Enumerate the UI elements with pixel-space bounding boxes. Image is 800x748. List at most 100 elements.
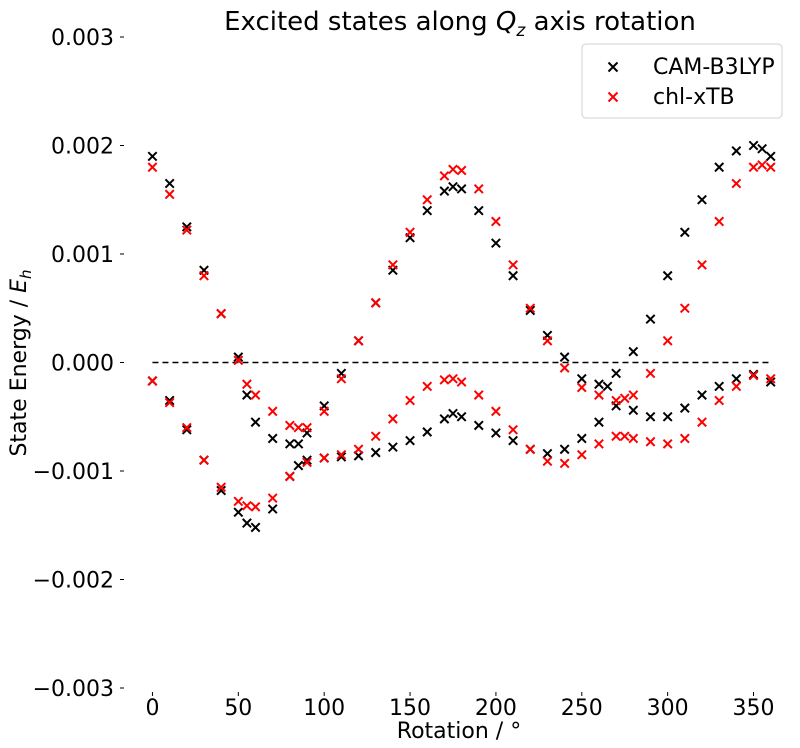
data-point-chl-xtb	[448, 164, 458, 175]
x-tick-label: 250	[561, 696, 603, 721]
data-point-chl-xtb	[181, 225, 192, 236]
data-point-chl-xtb	[216, 482, 227, 493]
data-point-chl-xtb	[765, 162, 776, 173]
data-point-cam-b3lyp	[284, 438, 295, 449]
data-point-chl-xtb	[387, 414, 398, 424]
data-point-cam-b3lyp	[387, 442, 398, 453]
data-point-chl-xtb	[748, 162, 759, 173]
data-point-chl-xtb	[714, 395, 725, 406]
data-point-chl-xtb	[216, 308, 227, 319]
data-point-cam-b3lyp	[456, 183, 467, 194]
data-point-cam-b3lyp	[602, 381, 613, 392]
data-point-chl-xtb	[233, 496, 244, 507]
y-tick-label: 0.003	[51, 26, 114, 51]
data-point-chl-xtb	[748, 370, 759, 381]
data-point-chl-xtb	[439, 170, 450, 181]
data-point-chl-xtb	[542, 456, 553, 467]
data-point-cam-b3lyp	[164, 178, 175, 189]
data-point-chl-xtb	[387, 259, 398, 270]
data-point-chl-xtb	[181, 422, 192, 433]
data-point-chl-xtb	[491, 406, 501, 417]
y-tick-label: −0.003	[33, 677, 114, 702]
data-point-cam-b3lyp	[422, 427, 433, 437]
data-point-chl-xtb	[525, 303, 536, 314]
data-point-chl-xtb	[147, 376, 158, 386]
data-point-cam-b3lyp	[765, 151, 776, 162]
y-tick-label: 0.002	[51, 135, 114, 160]
data-point-cam-b3lyp	[233, 352, 244, 362]
data-point-cam-b3lyp	[559, 352, 570, 362]
data-point-cam-b3lyp	[242, 518, 252, 528]
data-point-chl-xtb	[233, 355, 244, 366]
data-point-chl-xtb	[559, 363, 570, 373]
y-tick-label: −0.002	[33, 569, 114, 594]
data-point-cam-b3lyp	[405, 435, 415, 446]
data-point-cam-b3lyp	[448, 181, 458, 192]
data-point-cam-b3lyp	[645, 314, 656, 325]
data-point-chl-xtb	[679, 433, 690, 444]
data-point-chl-xtb	[508, 424, 519, 435]
data-point-cam-b3lyp	[422, 205, 433, 216]
data-point-chl-xtb	[250, 501, 261, 512]
data-point-chl-xtb	[439, 374, 450, 385]
data-point-cam-b3lyp	[181, 424, 192, 435]
x-axis-label: Rotation / °	[397, 719, 521, 744]
data-point-cam-b3lyp	[216, 485, 227, 496]
data-point-chl-xtb	[199, 270, 209, 281]
data-point-chl-xtb	[559, 458, 570, 469]
data-point-cam-b3lyp	[473, 205, 484, 216]
data-point-cam-b3lyp	[491, 428, 501, 438]
data-point-cam-b3lyp	[181, 221, 192, 232]
data-point-cam-b3lyp	[628, 405, 639, 416]
data-point-cam-b3lyp	[748, 140, 759, 151]
data-point-cam-b3lyp	[448, 408, 458, 419]
data-point-chl-xtb	[619, 431, 630, 442]
data-point-chl-xtb	[611, 431, 622, 442]
data-point-chl-xtb	[448, 373, 458, 384]
data-point-cam-b3lyp	[714, 162, 725, 173]
data-point-chl-xtb	[645, 436, 656, 447]
y-tick-label: −0.001	[33, 460, 114, 485]
data-point-chl-xtb	[302, 457, 312, 468]
data-point-chl-xtb	[353, 444, 364, 455]
data-point-chl-xtb	[576, 382, 587, 393]
data-point-cam-b3lyp	[576, 373, 587, 384]
data-point-cam-b3lyp	[439, 186, 450, 196]
data-point-cam-b3lyp	[267, 433, 278, 444]
data-point-chl-xtb	[353, 335, 364, 346]
data-point-chl-xtb	[456, 165, 467, 176]
data-point-chl-xtb	[542, 335, 553, 346]
legend-marker-chl-xtb	[607, 91, 619, 103]
data-point-cam-b3lyp	[594, 417, 604, 428]
data-point-cam-b3lyp	[765, 377, 776, 387]
data-point-chl-xtb	[697, 259, 707, 270]
data-point-cam-b3lyp	[336, 451, 347, 462]
data-point-cam-b3lyp	[233, 507, 244, 518]
legend-frame	[581, 43, 783, 119]
data-point-chl-xtb	[302, 422, 312, 433]
data-point-cam-b3lyp	[473, 420, 484, 431]
legend-label-cam-b3lyp: CAM-B3LYP	[653, 55, 775, 80]
data-point-cam-b3lyp	[594, 379, 604, 390]
data-point-chl-xtb	[336, 449, 347, 460]
data-point-chl-xtb	[576, 449, 587, 460]
data-point-chl-xtb	[525, 444, 536, 455]
data-point-chl-xtb	[697, 417, 707, 428]
data-point-cam-b3lyp	[697, 390, 707, 400]
data-point-chl-xtb	[242, 379, 252, 390]
data-point-cam-b3lyp	[611, 368, 622, 379]
data-point-chl-xtb	[714, 216, 725, 227]
data-point-chl-xtb	[336, 373, 347, 384]
data-point-cam-b3lyp	[679, 403, 690, 413]
data-point-chl-xtb	[242, 500, 252, 511]
data-point-chl-xtb	[611, 395, 622, 406]
data-point-cam-b3lyp	[731, 373, 742, 384]
data-point-chl-xtb	[594, 390, 604, 400]
x-tick-label: 150	[389, 696, 431, 721]
data-point-chl-xtb	[405, 227, 415, 238]
data-point-cam-b3lyp	[508, 435, 519, 446]
x-axis: 0 50 100 150 200 250 300 350	[145, 692, 775, 721]
data-point-cam-b3lyp	[525, 305, 536, 316]
plot-area	[147, 140, 776, 533]
data-point-chl-xtb	[370, 431, 381, 442]
